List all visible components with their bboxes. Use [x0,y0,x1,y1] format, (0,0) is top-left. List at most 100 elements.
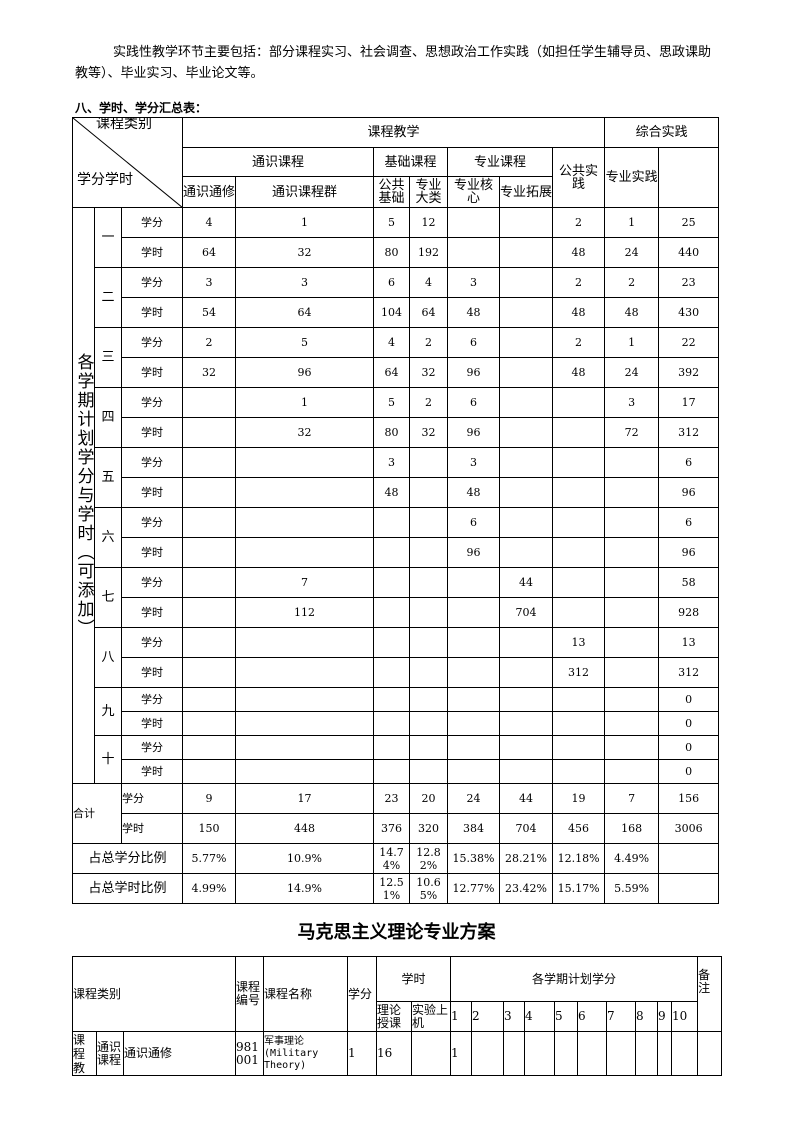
credit-label: 学分 [120,387,184,418]
credit-hours-summary-table: 课程类别 学分学时 课程教学 综合实践 合计 通识课程 基础课程 专业课程 公共… [71,117,720,904]
credit-value: 2 [552,267,606,298]
category-level-1: 课程教 [72,1031,97,1076]
semester-row: 学时 54 64 104 64 48 48 48 430 [73,297,720,328]
credit-value [235,735,375,760]
credit-label: 学分 [120,687,184,712]
hours-value [552,477,606,508]
hours-value [182,597,237,628]
hours-value [182,537,237,568]
credit-value: 1 [604,207,660,238]
hours-value: 64 [373,357,411,388]
semester-label: 十 [94,735,122,784]
total-value: 20 [409,783,449,814]
credit-value: 6 [447,327,501,358]
credit-value: 6 [373,267,411,298]
credit-value: 3 [182,267,237,298]
credit-label: 学分 [120,735,184,760]
total-value: 3006 [658,813,720,844]
hours-value [604,711,660,736]
ratio-value: 14.9% [235,873,375,904]
semester-credit [524,1031,556,1076]
semester-row: 五学分 3 3 6 [73,447,720,508]
credit-value: 3 [447,447,501,478]
hours-value [447,711,501,736]
course-code: 981001 [235,1031,265,1076]
credit-value [499,267,554,298]
credit-label: 学分 [120,627,184,658]
corner-bottom-label: 学分学时 [77,172,133,188]
ratio-value: 4.49% [604,843,660,874]
hours-value: 48 [552,357,606,388]
semester-number-header: 10 [671,1001,699,1032]
hours-value: 32 [235,237,375,268]
hours-label: 学时 [120,297,184,328]
credit-value: 1 [235,387,375,418]
hours-value: 32 [409,357,449,388]
header-hours: 学时 [376,956,452,1002]
ratio-value: 12.51% [373,873,411,904]
hours-value: 96 [447,417,501,448]
hours-value [499,477,554,508]
hours-value: 32 [182,357,237,388]
credit-value: 2 [604,267,660,298]
hours-value: 32 [409,417,449,448]
hours-value [447,657,501,688]
semester-row: 学时 112 704 928 [73,597,720,628]
credit-value [409,567,449,598]
semester-number-header: 9 [657,1001,673,1032]
hours-label: 学时 [120,357,184,388]
semester-credit [657,1031,673,1076]
total-value: 168 [604,813,660,844]
total-row: 合计 学分 9 17 23 20 24 44 19 7 156 [72,783,720,844]
hours-label: 学时 [120,417,184,448]
credit-value [604,507,660,538]
credit-value: 4 [182,207,237,238]
credit-value [409,447,449,478]
credit-value [499,687,554,712]
hours-value: 48 [604,297,660,328]
hours-value [552,597,606,628]
credit-value: 23 [658,267,720,298]
total-value: 384 [447,813,501,844]
hours-value: 312 [658,657,720,688]
remark [697,1031,723,1076]
section-heading: 八、学时、学分汇总表： [75,101,208,115]
header-major-category: 专业大类 [409,176,449,208]
credit-label: 学分 [120,447,184,478]
hours-label: 学时 [120,597,184,628]
header-name: 课程名称 [263,956,349,1032]
hours-value [604,759,660,784]
semester-label: 五 [94,447,122,508]
credit-value [499,507,554,538]
credit-value [373,735,411,760]
hours-value [447,759,501,784]
credit-value [447,207,501,238]
hours-value: 64 [182,237,237,268]
semester-credit [554,1031,579,1076]
credit-value [409,735,449,760]
hours-value: 48 [552,237,606,268]
credit-value [499,627,554,658]
hours-value: 0 [658,711,720,736]
ratio-value: 15.38% [447,843,501,874]
credit-value [604,567,660,598]
hours-label: 学时 [120,237,184,268]
semester-label: 四 [94,387,122,448]
header-public-practice: 公共实践 [552,147,606,208]
hours-value [499,537,554,568]
credit-value [182,447,237,478]
credit-value: 13 [658,627,720,658]
semester-row: 学时 32 80 32 96 72 312 [73,417,720,448]
hours-value [499,417,554,448]
header-category: 课程类别 [71,956,237,1032]
total-value: 704 [499,813,554,844]
header-theory: 理论授课 [376,1001,413,1032]
semester-label: 六 [94,507,122,568]
credit-value [447,627,501,658]
intro-paragraph: 实践性教学环节主要包括：部分课程实习、社会调查、思想政治工作实践（如担任学生辅导… [75,45,712,81]
hours-value [373,657,411,688]
semester-number-header: 7 [606,1001,637,1032]
hours-value [235,477,375,508]
credit-value: 2 [552,207,606,238]
credit-value [604,447,660,478]
